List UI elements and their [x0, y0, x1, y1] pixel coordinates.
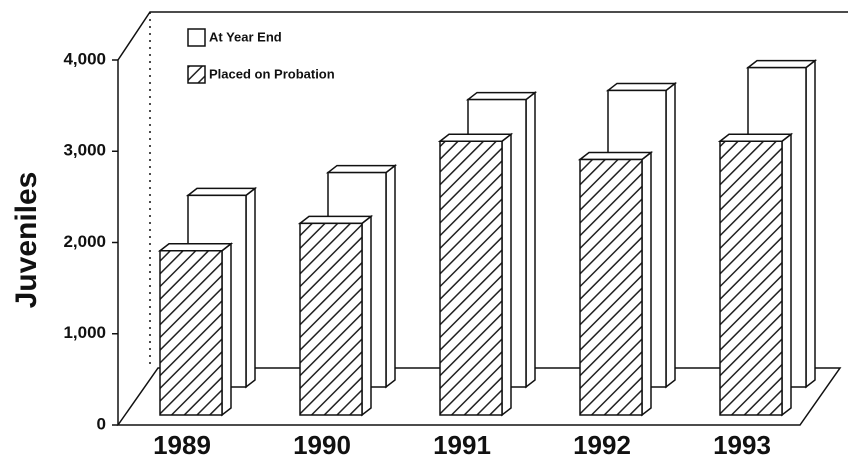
x-tick-label: 1990: [293, 430, 351, 460]
x-tick-label: 1991: [433, 430, 491, 460]
bar: [577, 150, 654, 417]
bar-top: [157, 243, 234, 252]
bar-side: [361, 214, 372, 417]
bar-top: [745, 59, 818, 69]
bar-face: [579, 158, 643, 416]
legend-swatch: [187, 65, 206, 84]
bar-side: [501, 132, 512, 417]
y-tick-label: 2,000: [63, 232, 106, 251]
bar-face: [159, 250, 223, 416]
bar: [717, 132, 794, 417]
y-tick-label: 4,000: [63, 49, 106, 68]
bar-side: [221, 242, 232, 417]
bar-top: [577, 151, 654, 161]
bar-face: [439, 140, 503, 416]
bar-top: [185, 187, 258, 197]
y-axis-label: Juveniles: [10, 172, 43, 309]
legend-label: At Year End: [209, 29, 282, 44]
bar: [297, 214, 374, 417]
bar-top: [465, 91, 538, 101]
bar-face: [719, 140, 783, 416]
x-tick-label: 1989: [153, 430, 211, 460]
bar-side: [665, 81, 676, 389]
bar: [437, 132, 514, 417]
bar-face: [299, 222, 363, 416]
bar-top: [437, 133, 514, 142]
bar-top: [717, 133, 794, 142]
x-tick-label: 1992: [573, 430, 631, 460]
bar-top: [605, 82, 678, 92]
bar-side: [525, 91, 536, 389]
y-tick-label: 0: [97, 414, 106, 433]
bar-side: [385, 164, 396, 389]
legend-label: Placed on Probation: [209, 66, 335, 81]
bar-side: [245, 186, 256, 389]
legend-swatch: [187, 28, 206, 47]
x-tick-label: 1993: [713, 430, 771, 460]
bar-side: [805, 59, 816, 389]
bar-top: [325, 164, 398, 174]
bar-side: [641, 150, 652, 417]
bar-top: [297, 215, 374, 225]
y-tick-label: 1,000: [63, 323, 106, 342]
bar: [157, 242, 234, 417]
bar-side: [781, 132, 792, 417]
y-tick-label: 3,000: [63, 141, 106, 160]
